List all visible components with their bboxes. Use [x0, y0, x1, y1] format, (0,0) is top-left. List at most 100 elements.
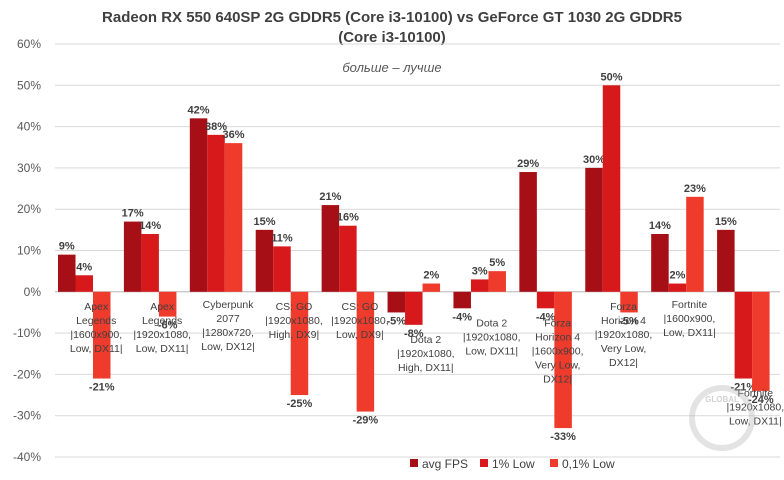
- legend-label: 0,1% Low: [562, 457, 615, 471]
- data-label: 38%: [205, 121, 227, 133]
- data-label: 42%: [188, 104, 210, 116]
- category-label: Fortnite |1600x900, Low, DX11|: [663, 299, 716, 339]
- bar-1-low: [602, 85, 621, 292]
- category-label: Dota 2 |1920x1080, High, DX11|: [397, 334, 455, 374]
- data-label: -25%: [287, 398, 313, 410]
- category-label-line: CS: GO: [342, 301, 379, 313]
- data-label: 11%: [271, 232, 293, 244]
- category-label-line: DX12|: [609, 357, 638, 369]
- category-label-line: Very Low,: [601, 343, 647, 355]
- bar-0-1-low: [158, 291, 177, 317]
- data-label: -21%: [89, 382, 115, 394]
- category-label-line: Dota 2: [410, 334, 441, 346]
- category-label-line: |1600x900,: [532, 345, 584, 357]
- bar-1-low: [273, 246, 291, 292]
- bar-1-low: [339, 225, 357, 292]
- bar-0-1-low: [554, 291, 572, 429]
- bar-0-1-low: [224, 143, 243, 292]
- category-label-line: Forza: [544, 317, 571, 329]
- category-label-line: Forza: [610, 301, 637, 313]
- bar-1-low: [207, 134, 225, 292]
- data-label: -4%: [452, 311, 472, 323]
- category-label-line: Dota 2: [476, 317, 507, 329]
- data-label: -4%: [536, 311, 556, 323]
- bar-0-1-low: [356, 291, 375, 412]
- bar-0-1-low: [422, 283, 441, 292]
- category-label-line: Low, DX11|: [663, 327, 716, 339]
- category-label: Forza Horizon 4 |1600x900, Very Low, DX12|: [532, 317, 584, 385]
- bar-0-1-low: [290, 291, 309, 396]
- bar-avg-fps: [255, 229, 274, 292]
- category-label-line: |1600x900,: [664, 313, 716, 325]
- data-label: 50%: [601, 71, 623, 83]
- legend-swatch: [480, 459, 488, 467]
- category-label-line: |1920x1080,: [727, 402, 784, 414]
- bar-0-1-low: [686, 196, 704, 292]
- legend-swatch: [550, 459, 558, 467]
- bar-0-1-low: [620, 291, 638, 313]
- bar-avg-fps: [453, 291, 471, 309]
- category-label-line: Horizon 4: [601, 315, 646, 327]
- data-label: 29%: [517, 158, 539, 170]
- category-label-line: 2077: [216, 313, 240, 325]
- category-label-line: High, DX9|: [269, 329, 320, 341]
- watermark-logo: GLOBAL: [689, 385, 755, 451]
- data-label: -21%: [730, 382, 756, 394]
- category-label-line: Low, DX11|: [729, 416, 782, 428]
- category-label-line: Low, DX11|: [136, 343, 189, 355]
- chart-title-line2: (Core i3-10100): [338, 29, 446, 46]
- data-label: -24%: [748, 394, 774, 406]
- category-label-line: |1920x1080,: [133, 329, 191, 341]
- category-label: Apex Legends |1920x1080, Low, DX11|: [133, 301, 191, 355]
- data-label: 14%: [649, 220, 671, 232]
- data-label: 30%: [583, 154, 605, 166]
- data-label: 17%: [122, 208, 144, 220]
- data-label: 14%: [139, 220, 161, 232]
- bar-avg-fps: [58, 254, 76, 292]
- data-label: 3%: [472, 265, 488, 277]
- bar-1-low: [141, 233, 159, 292]
- category-label-line: |1280x720,: [202, 327, 254, 339]
- category-label-line: |1920x1080,: [331, 315, 389, 327]
- data-label: 16%: [337, 212, 359, 224]
- bar-0-1-low: [488, 271, 506, 292]
- data-label: 5%: [489, 257, 505, 269]
- bar-0-1-low: [752, 291, 770, 391]
- bar-1-low: [536, 291, 555, 309]
- category-label-line: |1920x1080,: [463, 331, 521, 343]
- y-tick-label: 10%: [17, 244, 41, 258]
- category-label-line: Apex: [84, 301, 109, 313]
- bar-1-low: [75, 275, 93, 292]
- y-tick-label: 60%: [17, 37, 41, 51]
- data-label: 15%: [253, 216, 275, 228]
- data-label: -5%: [619, 315, 639, 327]
- category-label-line: |1600x900,: [70, 329, 122, 341]
- category-label: Forza Horizon 4 |1920x1080, Very Low, DX12|: [595, 301, 653, 369]
- category-label-line: Low, DX11|: [70, 343, 123, 355]
- data-label: -6%: [158, 320, 178, 332]
- y-tick-label: -40%: [13, 450, 41, 464]
- data-label: -8%: [404, 328, 424, 340]
- category-label-line: Legends: [76, 315, 116, 327]
- category-label-line: |1920x1080,: [265, 315, 323, 327]
- data-label: 36%: [223, 129, 245, 141]
- bar-avg-fps: [519, 172, 537, 292]
- watermark-ring: [689, 385, 755, 451]
- category-label: Fortnite |1920x1080, Low, DX11|: [727, 388, 784, 428]
- category-label-line: Very Low,: [535, 359, 581, 371]
- category-label-line: Horizon 4: [535, 331, 580, 343]
- y-tick-label: 30%: [17, 161, 41, 175]
- category-label-line: Fortnite: [672, 299, 708, 311]
- data-label: 15%: [715, 216, 737, 228]
- y-tick-label: -10%: [13, 326, 41, 340]
- category-label-line: Low, DX9|: [336, 329, 384, 341]
- y-tick-label: -20%: [13, 367, 41, 381]
- legend-label: 1% Low: [492, 457, 535, 471]
- y-tick-label: 40%: [17, 120, 41, 134]
- category-label-line: Fortnite: [738, 388, 774, 400]
- category-label-line: |1920x1080,: [595, 329, 653, 341]
- chart-title: Radeon RX 550 640SP 2G GDDR5 (Core i3-10…: [0, 8, 784, 48]
- category-label-line: DX12|: [543, 373, 572, 385]
- data-label: -5%: [387, 315, 407, 327]
- bar-avg-fps: [651, 233, 669, 292]
